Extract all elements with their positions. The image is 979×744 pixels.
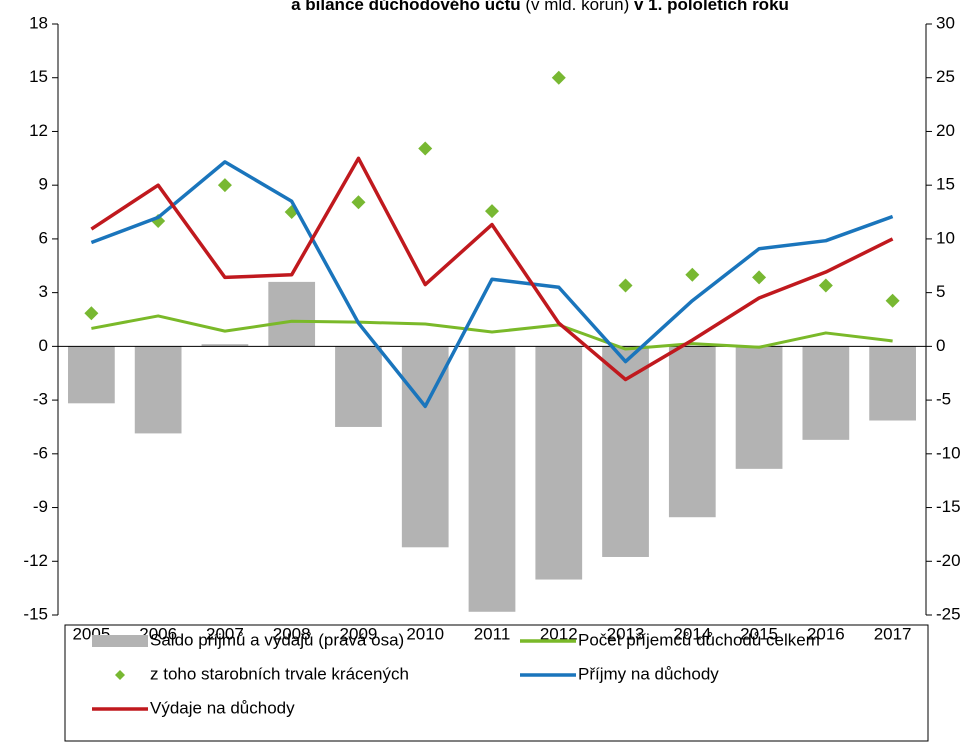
marker (418, 141, 433, 156)
bar (468, 346, 516, 612)
marker (217, 178, 232, 193)
title-part: a bilance důchodového účtu (291, 0, 521, 14)
x-tick-label: 2015 (740, 624, 778, 643)
y-tick-label: -6 (33, 443, 48, 462)
marker (885, 293, 900, 308)
marker (84, 306, 99, 321)
y2-tick-label: 25 (936, 67, 955, 86)
marker (351, 195, 366, 210)
bar (335, 346, 382, 427)
y2-tick-label: -25 (936, 604, 961, 623)
line (90, 156, 894, 382)
marker (485, 204, 499, 219)
y2-tick-label: 15 (936, 175, 955, 194)
y-tick-label: -15 (23, 604, 48, 623)
y2-tick-label: 5 (936, 282, 945, 301)
y2-tick-label: 0 (936, 336, 945, 355)
y2-tick-label: -15 (936, 497, 961, 516)
y2-tick-label: 20 (936, 121, 955, 140)
y-tick-label: 0 (39, 336, 48, 355)
marker (752, 270, 767, 285)
bar (134, 346, 182, 434)
x-tick-label: 2011 (474, 624, 511, 643)
legend-label: Počet příjemců důchodů celkem (578, 630, 820, 649)
legend-box (64, 624, 929, 742)
legend-swatch (115, 670, 125, 680)
y-tick-label: 9 (39, 175, 48, 194)
title-part: (v mld. korun) (521, 0, 634, 14)
y-tick-label: 12 (29, 121, 48, 140)
legend-label: Příjmy na důchody (578, 664, 719, 683)
y2-tick-label: 30 (936, 13, 955, 32)
y2-tick-label: -10 (936, 443, 961, 462)
y2-tick-label: 10 (936, 228, 955, 247)
x-tick-label: 2013 (607, 624, 645, 643)
legend-label: z toho starobních trvale krácených (150, 664, 409, 683)
x-tick-label: 2016 (807, 624, 845, 643)
title-part: v 1. pololetích roku (634, 0, 789, 14)
x-tick-label: 2010 (406, 624, 444, 643)
x-tick-label: 2012 (540, 624, 578, 643)
y-tick-label: -9 (33, 497, 48, 516)
y-tick-label: 6 (39, 228, 48, 247)
marker (685, 267, 700, 282)
marker (818, 278, 833, 293)
line (91, 314, 893, 351)
line (90, 160, 894, 409)
bar (602, 346, 649, 557)
chart-title: a bilance důchodového účtu (v mld. korun… (291, 0, 789, 14)
x-tick-label: 2007 (206, 624, 244, 643)
bar (535, 346, 583, 580)
bar (735, 346, 783, 469)
x-tick-label: 2014 (673, 624, 711, 643)
y-tick-label: 18 (29, 13, 48, 32)
x-tick-label: 2006 (139, 624, 177, 643)
legend-swatch (92, 635, 148, 647)
marker (618, 278, 633, 293)
legend-label: Saldo příjmů a výdajů (pravá osa) (150, 630, 404, 649)
x-tick-label: 2009 (340, 624, 378, 643)
y-tick-label: -12 (23, 551, 48, 570)
legend-label: Výdaje na důchody (150, 698, 295, 717)
x-tick-label: 2017 (874, 624, 912, 643)
y-tick-label: 3 (39, 282, 48, 301)
bar (268, 281, 316, 347)
y2-tick-label: -20 (936, 551, 961, 570)
bar (869, 346, 916, 421)
x-tick-label: 2008 (273, 624, 311, 643)
marker (551, 70, 566, 85)
bar (201, 344, 249, 347)
y-tick-label: -3 (33, 390, 48, 409)
bar (668, 346, 716, 518)
y-tick-label: 15 (29, 67, 48, 86)
bar (68, 346, 115, 404)
y2-tick-label: -5 (936, 390, 951, 409)
bar (802, 346, 850, 440)
